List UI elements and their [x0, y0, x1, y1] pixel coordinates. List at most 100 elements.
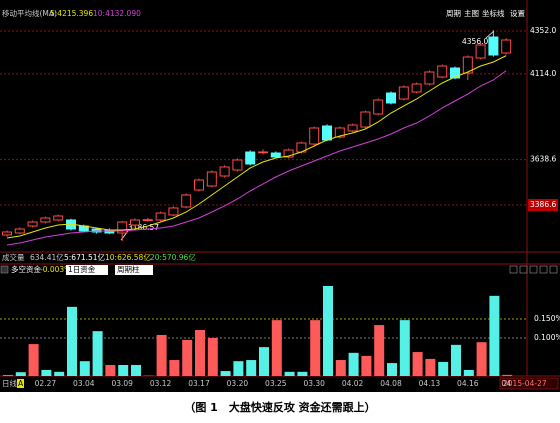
candle-body	[386, 92, 396, 104]
x-tick-label: 03.25	[265, 379, 287, 388]
x-tick-label: 03.09	[111, 379, 133, 388]
fund-bar	[297, 371, 308, 376]
candle-body	[360, 111, 371, 128]
mode-label[interactable]: A	[18, 379, 24, 388]
high-label: 4356.00	[462, 37, 493, 46]
candle-body	[258, 151, 268, 154]
ma-line	[6, 55, 507, 239]
candle-body	[411, 83, 422, 93]
candle-body	[462, 56, 473, 74]
fund-bar	[195, 330, 205, 376]
candle-body	[373, 99, 384, 115]
toolbar-button[interactable]: 周期	[446, 9, 461, 18]
candle-body	[475, 44, 486, 59]
fund-bar	[207, 338, 218, 376]
toolbar-button[interactable]: 设置	[510, 8, 525, 18]
candle-body	[270, 152, 281, 158]
candle-body	[206, 171, 217, 187]
ma-line	[6, 70, 507, 246]
candle-body	[232, 159, 243, 171]
fund-bar	[348, 352, 359, 376]
x-tick-label: 03.20	[227, 379, 249, 388]
candle-body	[27, 221, 38, 227]
fund-value: -0.003%	[40, 265, 71, 274]
candle-body	[488, 36, 499, 56]
candle-body	[398, 86, 409, 100]
y-tick-label: 4352.0	[530, 26, 556, 35]
candle-body	[53, 215, 64, 221]
date-label: 2015-04-27	[503, 379, 547, 388]
fund-bar	[246, 360, 257, 376]
fund-bar	[463, 369, 474, 376]
low-label: 3186.57	[128, 223, 159, 232]
high-arrow	[485, 30, 495, 39]
fund-bar	[105, 364, 116, 376]
indicator-name: 移动平均线(MA)	[2, 8, 57, 18]
fund-bar	[28, 344, 39, 376]
x-tick-label: 04.16	[457, 379, 479, 388]
fund-bar	[284, 371, 295, 376]
fund-bar	[412, 352, 423, 376]
y-tick-label: 0.100%	[534, 333, 560, 342]
y-tick-label: 0.150%	[534, 314, 560, 323]
mode-box[interactable]	[17, 379, 24, 388]
fund-bar	[131, 364, 141, 376]
period-label: 日线	[2, 378, 17, 388]
candle-body	[168, 207, 179, 216]
x-tick-label: 02.27	[35, 379, 57, 388]
icon[interactable]	[529, 265, 538, 274]
fund-bar	[92, 331, 103, 376]
candle-body	[450, 67, 460, 79]
candle-body	[2, 231, 12, 236]
dropdown[interactable]	[66, 265, 108, 275]
icon[interactable]	[509, 265, 518, 274]
ma-label: 5:4215.396	[50, 9, 93, 18]
volume-ma: 5:671.51亿	[64, 252, 106, 262]
fund-bar	[41, 369, 52, 376]
candle-body	[283, 149, 294, 158]
help-icon[interactable]	[0, 265, 9, 274]
volume-ma: 20:570.96亿	[150, 252, 196, 262]
fund-bar	[438, 361, 449, 376]
y-tick-label: 4114.0	[530, 69, 556, 78]
x-tick-label: 03.17	[188, 379, 210, 388]
fund-bar	[361, 355, 372, 376]
ma-label: 10:4132.090	[93, 9, 141, 18]
x-tick-label: 04.13	[419, 379, 441, 388]
tick-highlight	[528, 198, 558, 211]
candle-body	[194, 179, 204, 191]
candle-body	[14, 228, 25, 234]
fund-bar	[67, 306, 77, 376]
candle-body	[117, 221, 128, 234]
fund-bar	[387, 363, 397, 376]
dropdown[interactable]	[115, 265, 153, 275]
fund-bar	[3, 375, 13, 376]
panel-icons	[509, 265, 558, 274]
icon[interactable]	[549, 265, 558, 274]
fund-bar	[489, 295, 500, 376]
fund-bar	[118, 364, 129, 376]
dropdown-label[interactable]: 周期柱	[117, 264, 140, 274]
toolbar-button[interactable]: 主图	[464, 8, 479, 18]
date-box	[499, 377, 559, 390]
fund-bar	[425, 358, 436, 376]
y-tick-label: 3386.6	[530, 200, 556, 209]
candle-body	[245, 151, 256, 165]
candle-body	[142, 219, 153, 222]
fund-bar	[476, 342, 487, 376]
x-tick-label: 04	[501, 379, 511, 388]
caption: （图 1 大盘快速反攻 资金还需跟上）	[184, 400, 375, 414]
candle-body	[40, 217, 51, 223]
volume-title: 成交量	[2, 252, 25, 262]
icon[interactable]	[539, 265, 548, 274]
dropdown-label[interactable]: 1日资金	[68, 264, 96, 274]
fund-bar	[451, 344, 461, 376]
volume-value: 634.41亿	[30, 252, 64, 262]
toolbar-button[interactable]: 坐标线	[482, 8, 505, 18]
fund-bar	[156, 334, 167, 376]
fund-bar	[271, 320, 282, 376]
icon[interactable]	[519, 265, 528, 274]
fund-title: 多空资金	[11, 264, 41, 274]
fund-bar	[79, 361, 90, 376]
